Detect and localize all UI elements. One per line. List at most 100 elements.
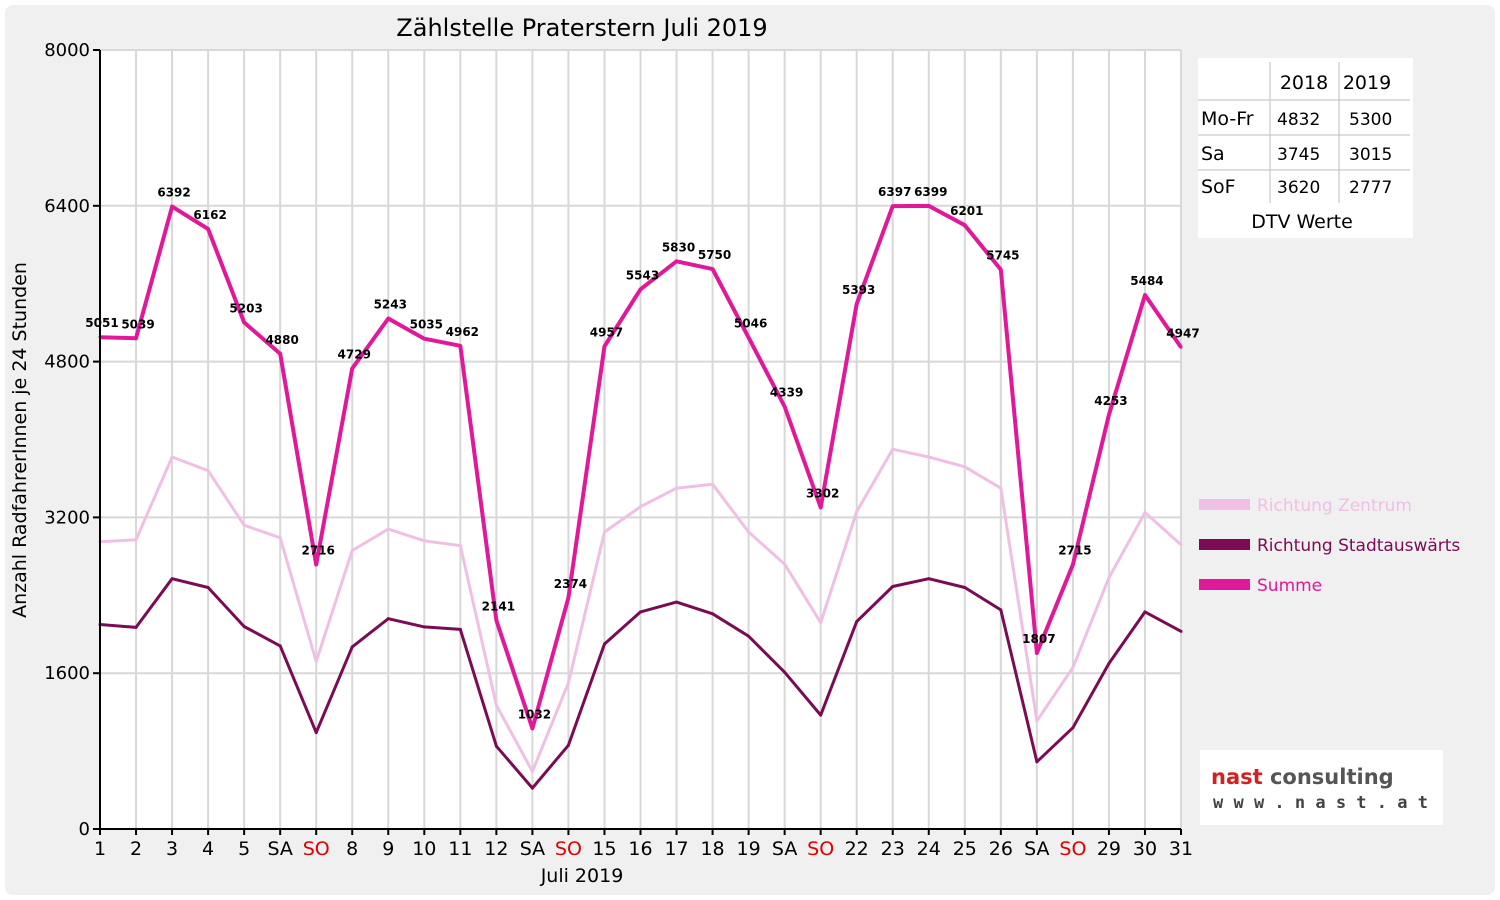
data-point-richtung-stadtausw-rts: [1179, 629, 1183, 633]
data-point-richtung-zentrum: [819, 621, 823, 625]
data-point-richtung-stadtausw-rts: [350, 645, 354, 649]
dtv-row-label: SoF: [1201, 176, 1236, 198]
x-tick-label: 19: [737, 838, 761, 860]
logo-wordmark-consulting: consulting: [1263, 765, 1394, 789]
data-label: 5203: [229, 301, 262, 315]
data-label: 5543: [626, 268, 659, 282]
x-tick-label: 23: [881, 838, 905, 860]
logo-wordmark-nast: nast: [1211, 765, 1263, 789]
logo-background: [1200, 750, 1443, 825]
data-label: 4253: [1094, 394, 1127, 408]
data-point-summe: [242, 320, 246, 324]
data-point-summe: [891, 204, 895, 208]
data-point-summe: [999, 268, 1003, 272]
data-point-richtung-zentrum: [422, 539, 426, 543]
data-point-richtung-zentrum: [675, 486, 679, 490]
data-label: 5830: [662, 240, 695, 254]
data-label: 6399: [914, 185, 947, 199]
data-point-summe: [566, 596, 570, 600]
dtv-cell: 3745: [1277, 145, 1320, 165]
data-label: 4880: [265, 333, 298, 347]
data-point-richtung-zentrum: [711, 482, 715, 486]
data-point-richtung-zentrum: [566, 681, 570, 685]
data-label: 4962: [446, 325, 479, 339]
x-tick-label: 11: [448, 838, 472, 860]
x-tick-label: 25: [953, 838, 977, 860]
data-point-richtung-stadtausw-rts: [170, 577, 174, 581]
data-point-summe: [350, 367, 354, 371]
data-point-richtung-stadtausw-rts: [1107, 661, 1111, 665]
x-tick-label: SO: [555, 838, 582, 860]
data-point-richtung-stadtausw-rts: [819, 713, 823, 717]
data-label: 5393: [842, 283, 875, 297]
x-tick-label: SA: [267, 838, 292, 860]
x-tick-label: SO: [807, 838, 834, 860]
data-point-richtung-stadtausw-rts: [494, 744, 498, 748]
legend-swatch-summe: [1199, 579, 1250, 590]
nast-logo: nast consulting w w w . n a s t . a t: [1200, 750, 1443, 825]
dtv-cell: 2777: [1349, 178, 1392, 198]
y-tick-label: 8000: [44, 40, 90, 61]
data-point-richtung-stadtausw-rts: [675, 600, 679, 604]
x-tick-label: 30: [1133, 838, 1157, 860]
data-label: 5051: [85, 316, 118, 330]
dtv-row-label: Sa: [1201, 143, 1225, 165]
data-point-summe: [602, 344, 606, 348]
data-point-richtung-zentrum: [530, 770, 534, 774]
data-point-summe: [134, 336, 138, 340]
data-point-summe: [530, 727, 534, 731]
data-point-summe: [927, 204, 931, 208]
data-point-richtung-zentrum: [855, 510, 859, 514]
data-point-richtung-stadtausw-rts: [927, 577, 931, 581]
chart-title: Zählstelle Praterstern Juli 2019: [396, 14, 767, 42]
data-label: 2715: [1058, 544, 1091, 558]
data-label: 5039: [121, 317, 154, 331]
series-layer: [98, 203, 1183, 790]
data-label: 6392: [157, 186, 190, 200]
data-point-richtung-zentrum: [1179, 543, 1183, 547]
data-point-summe: [963, 223, 967, 227]
data-point-richtung-stadtausw-rts: [530, 786, 534, 790]
data-point-richtung-zentrum: [494, 703, 498, 707]
data-point-richtung-zentrum: [386, 527, 390, 531]
data-label: 2374: [554, 577, 587, 591]
x-tick-label: SA: [1024, 838, 1049, 860]
data-point-richtung-stadtausw-rts: [134, 625, 138, 629]
data-point-richtung-stadtausw-rts: [999, 608, 1003, 612]
dtv-cell: 3620: [1277, 178, 1320, 198]
y-axis-ticks: 0 1600 3200 4800 6400 8000: [44, 40, 100, 840]
data-point-richtung-stadtausw-rts: [566, 743, 570, 747]
x-tick-label: 22: [845, 838, 869, 860]
x-axis-ticks: 1 2 3 4 5 SA SO 8 9 10 11 12 SA SO 15 16 17 18 19 SA SO 22 23 2…: [94, 829, 1193, 860]
data-label: 4339: [770, 385, 803, 399]
data-point-richtung-stadtausw-rts: [1071, 726, 1075, 730]
data-point-richtung-stadtausw-rts: [314, 731, 318, 735]
dtv-caption: DTV Werte: [1251, 211, 1353, 233]
data-point-summe: [855, 302, 859, 306]
data-point-richtung-zentrum: [602, 530, 606, 534]
data-label: 6397: [878, 185, 911, 199]
y-tick-label: 6400: [44, 196, 90, 217]
data-point-richtung-zentrum: [458, 544, 462, 548]
data-label: 2141: [482, 600, 515, 614]
x-tick-label: 15: [592, 838, 616, 860]
x-tick-label: SA: [520, 838, 545, 860]
data-label: 3302: [806, 486, 839, 500]
data-point-summe: [206, 227, 210, 231]
gridlines: [100, 49, 1182, 829]
data-point-summe: [386, 316, 390, 320]
data-point-summe: [1071, 563, 1075, 567]
data-point-richtung-stadtausw-rts: [747, 634, 751, 638]
data-point-richtung-zentrum: [999, 486, 1003, 490]
x-tick-label: 1: [94, 838, 106, 860]
legend-label-richtung-zentrum: Richtung Zentrum: [1257, 496, 1412, 516]
x-tick-label: SO: [1059, 838, 1086, 860]
data-label: 5243: [374, 297, 407, 311]
x-tick-label: SA: [772, 838, 797, 860]
data-point-summe: [1143, 293, 1147, 297]
x-tick-label: SO: [303, 838, 330, 860]
data-label: 1032: [518, 708, 551, 722]
data-point-richtung-stadtausw-rts: [1143, 610, 1147, 614]
